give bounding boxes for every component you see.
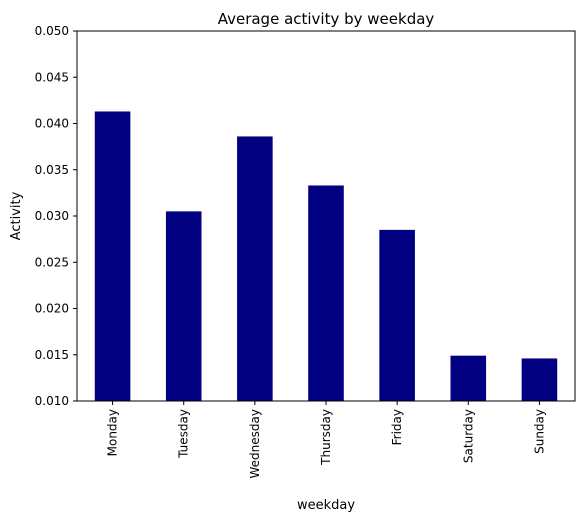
x-tick-label: Wednesday (248, 409, 262, 478)
y-axis: 0.010 0.015 0.020 0.025 0.030 0.035 0.040 0.045… (35, 24, 77, 408)
x-axis: Monday Tuesday Wednesday Thursday Friday Satu… (106, 401, 546, 478)
bars-layer (94, 111, 558, 401)
y-tick-label: 0.045 (35, 70, 69, 84)
bar-saturday (450, 355, 487, 401)
bar-sunday (521, 358, 558, 401)
x-tick-label: Friday (390, 409, 404, 445)
x-tick-label: Saturday (461, 409, 475, 463)
x-tick-label: Monday (106, 409, 120, 456)
plot-frame (76, 30, 576, 402)
y-tick-label: 0.025 (35, 255, 69, 269)
y-tick-label: 0.040 (35, 117, 69, 131)
y-tick-label: 0.015 (35, 348, 69, 362)
bar-monday (94, 111, 131, 401)
bar-friday (379, 229, 415, 401)
x-tick-label: Thursday (319, 409, 333, 466)
bar-tuesday (165, 211, 202, 401)
bar-wednesday (237, 136, 273, 401)
y-tick-label: 0.035 (35, 163, 69, 177)
y-tick-label: 0.020 (35, 302, 69, 316)
y-tick-label: 0.050 (35, 24, 69, 38)
x-tick-label: Tuesday (177, 409, 191, 459)
chart-title: Average activity by weekday (218, 10, 435, 28)
x-axis-label: weekday (297, 498, 355, 513)
y-tick-label: 0.030 (35, 209, 69, 223)
x-tick-label: Sunday (532, 409, 546, 454)
y-axis-label: Activity (9, 191, 24, 240)
bar-thursday (308, 185, 344, 401)
y-tick-label: 0.010 (35, 394, 69, 408)
